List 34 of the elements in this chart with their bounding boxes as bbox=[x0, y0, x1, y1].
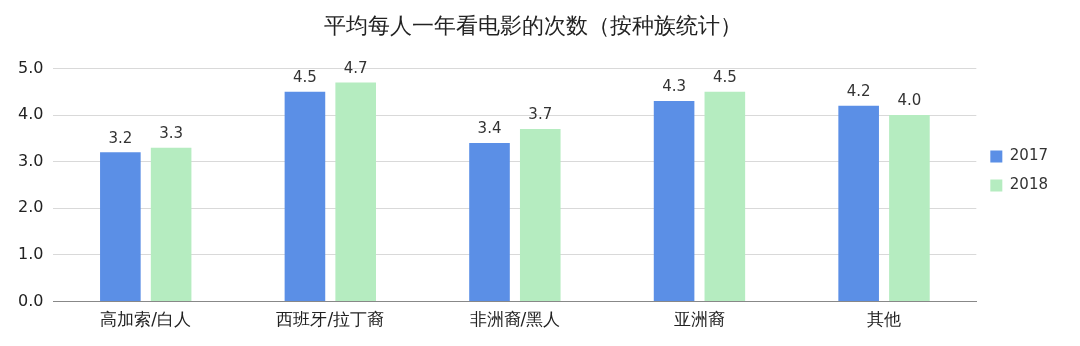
y-tick-label: 3.0 bbox=[17, 150, 44, 170]
x-tick-label: 非洲裔/黑人 bbox=[469, 309, 561, 330]
bar bbox=[519, 129, 561, 302]
chart-title: 平均每人一年看电影的次数（按种族统计） bbox=[324, 12, 742, 38]
bar bbox=[889, 115, 930, 302]
data-label: 3.3 bbox=[159, 124, 184, 143]
bar bbox=[284, 91, 326, 302]
x-tick-label: 亚洲裔 bbox=[673, 309, 725, 330]
x-tick-label: 其他 bbox=[867, 309, 902, 330]
data-label: 4.3 bbox=[662, 77, 687, 96]
data-label: 4.5 bbox=[712, 68, 737, 87]
data-label: 4.5 bbox=[293, 68, 317, 87]
legend-label: 2018 bbox=[1009, 175, 1049, 194]
y-tick-label: 4.0 bbox=[17, 104, 44, 124]
bar bbox=[469, 143, 510, 302]
bar bbox=[100, 152, 141, 302]
legend-label: 2017 bbox=[1009, 146, 1049, 165]
bar bbox=[653, 101, 695, 302]
data-label: 4.0 bbox=[897, 91, 922, 110]
data-label: 4.7 bbox=[343, 58, 368, 77]
data-label: 3.4 bbox=[477, 119, 502, 138]
bar bbox=[150, 147, 192, 302]
y-tick-label: 2.0 bbox=[17, 197, 44, 217]
y-tick-label: 0.0 bbox=[17, 290, 44, 310]
bar bbox=[335, 82, 376, 302]
bar bbox=[838, 105, 879, 302]
y-tick-label: 5.0 bbox=[17, 57, 44, 77]
data-label: 3.7 bbox=[528, 105, 553, 124]
y-tick-label: 1.0 bbox=[17, 244, 44, 264]
data-label: 3.2 bbox=[108, 128, 133, 147]
data-label: 4.2 bbox=[846, 82, 871, 101]
bar bbox=[704, 91, 746, 302]
x-tick-label: 高加索/白人 bbox=[100, 309, 192, 330]
x-tick-label: 西班牙/拉丁裔 bbox=[276, 309, 385, 330]
